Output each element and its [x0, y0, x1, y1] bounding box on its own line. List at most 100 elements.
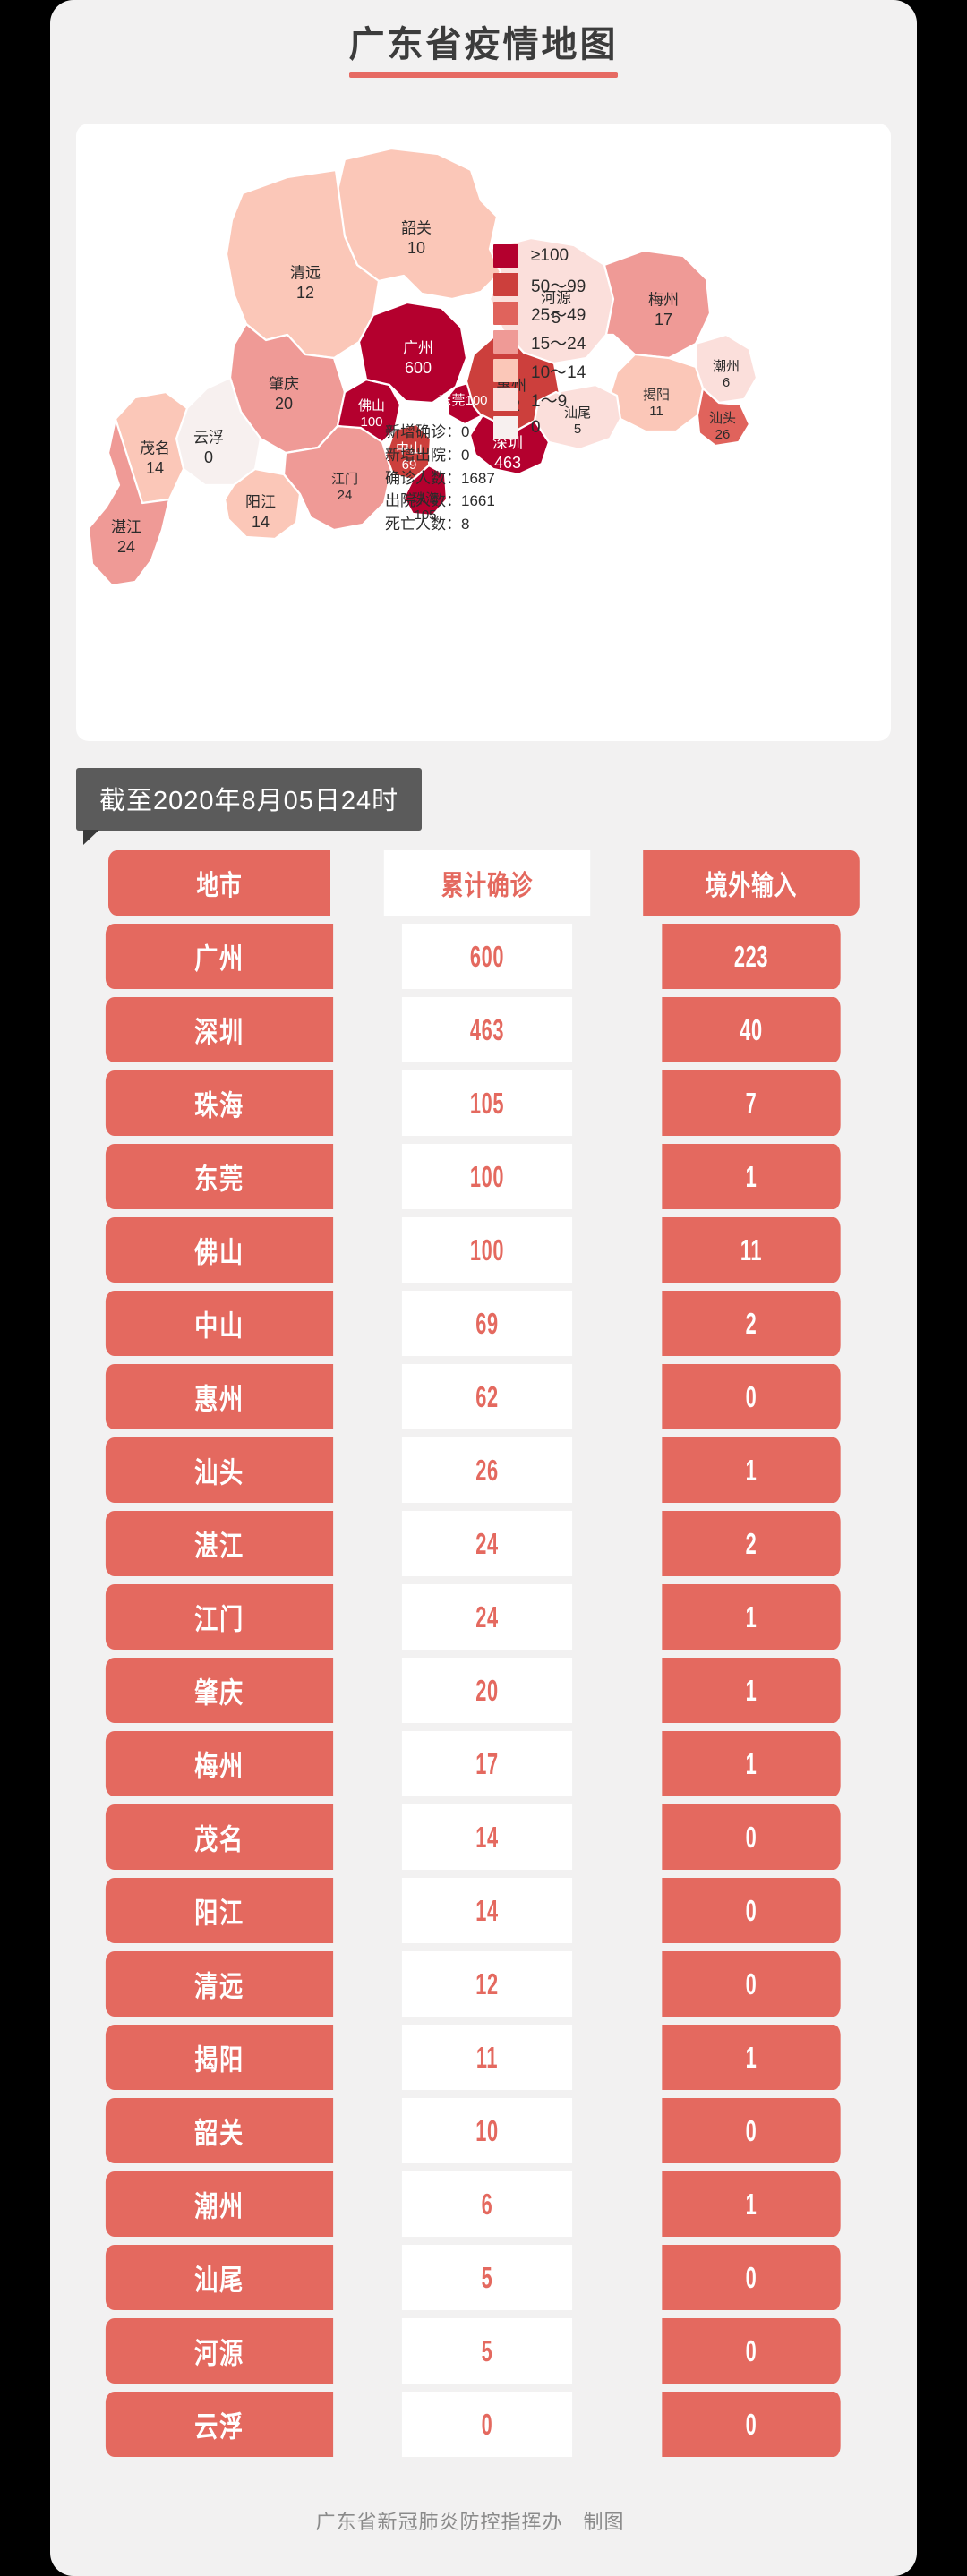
- legend-row: 0: [493, 414, 586, 442]
- cell-imported: 1: [662, 1437, 841, 1503]
- cell-city: 中山: [105, 1291, 334, 1356]
- cell-city: 汕尾: [105, 2245, 334, 2310]
- cell-confirmed: 26: [401, 1437, 573, 1503]
- cell-confirmed: 463: [401, 997, 573, 1062]
- map-region-label: 汕头: [709, 411, 736, 426]
- map-region-label: 清远: [290, 264, 321, 281]
- map-region[interactable]: [468, 414, 551, 476]
- legend-label: 0: [531, 418, 541, 437]
- map-region[interactable]: [223, 467, 302, 541]
- legend-label: ≥100: [531, 246, 569, 265]
- cell-city: 阳江: [105, 1878, 334, 1943]
- legend-swatch: [493, 273, 518, 296]
- map-region[interactable]: [402, 464, 449, 517]
- map-region-value: 0: [204, 448, 213, 466]
- legend-label: 10～14: [531, 363, 586, 382]
- map-region[interactable]: [488, 236, 615, 365]
- cell-imported: 11: [662, 1217, 841, 1283]
- stat-new-confirmed: 新增确诊：0: [385, 423, 470, 440]
- map-region-label: 广州: [403, 339, 433, 356]
- table-row[interactable]: 广州 600 223: [81, 924, 886, 989]
- cell-confirmed: 11: [401, 2025, 573, 2090]
- map-region-label: 韶关: [401, 219, 432, 236]
- map-region[interactable]: [603, 249, 712, 360]
- date-banner: 截至2020年8月05日24时: [76, 768, 423, 845]
- cell-imported: 1: [662, 1584, 841, 1650]
- table-header-row: 地市 累计确诊 境外输入: [81, 850, 886, 916]
- map-card: 韶关 10 清远 12 河源 5 梅州 17 潮州 6 揭阳 11 汕头 26 汕尾 5 肇庆 20 云浮 0 茂名 14…: [76, 124, 891, 741]
- map-region-value: 26: [715, 427, 731, 442]
- cell-confirmed: 14: [401, 1878, 573, 1943]
- stat-total-discharged: 出院人数：1661: [385, 492, 495, 510]
- table-row[interactable]: 惠州 62 0: [81, 1364, 886, 1429]
- cell-confirmed: 100: [401, 1217, 573, 1283]
- table-row[interactable]: 汕尾 5 0: [81, 2245, 886, 2310]
- map-region-value: 20: [275, 395, 293, 413]
- map-region-value: 105: [414, 508, 436, 523]
- legend-swatch: [493, 416, 518, 439]
- cell-city: 河源: [105, 2318, 334, 2384]
- cell-city: 东莞: [105, 1144, 334, 1209]
- cell-city: 肇庆: [105, 1658, 334, 1723]
- table-row[interactable]: 佛山 100 11: [81, 1217, 886, 1283]
- map-region[interactable]: [608, 353, 705, 433]
- cell-confirmed: 62: [401, 1364, 573, 1429]
- map-region-value: 5: [574, 422, 581, 437]
- cell-city: 惠州: [105, 1364, 334, 1429]
- legend-label: 50～99: [531, 277, 586, 296]
- map-region-value: 14: [252, 513, 270, 531]
- cell-confirmed: 69: [401, 1291, 573, 1356]
- table-row[interactable]: 深圳 463 40: [81, 997, 886, 1062]
- map-region[interactable]: [87, 417, 171, 587]
- legend-label: 15～24: [531, 334, 586, 354]
- map-region-label: 东莞100: [438, 393, 487, 408]
- map-region-value: 11: [649, 404, 663, 419]
- cell-city: 茂名: [105, 1804, 334, 1870]
- table-row[interactable]: 中山 69 2: [81, 1291, 886, 1356]
- table-row[interactable]: 肇庆 20 1: [81, 1658, 886, 1723]
- legend-label: 25～49: [531, 305, 586, 325]
- cell-city: 汕头: [105, 1437, 334, 1503]
- table-row[interactable]: 韶关 10 0: [81, 2098, 886, 2163]
- table-row[interactable]: 云浮 0 0: [81, 2392, 886, 2457]
- cell-imported: 1: [662, 2171, 841, 2237]
- map-region-label: 佛山: [358, 398, 385, 414]
- table-row[interactable]: 清远 12 0: [81, 1951, 886, 2017]
- map-region-value: 10: [407, 239, 425, 257]
- map-region[interactable]: [175, 376, 262, 487]
- cell-confirmed: 105: [401, 1070, 573, 1136]
- cell-imported: 0: [662, 1364, 841, 1429]
- map-region-label: 云浮: [193, 429, 224, 446]
- page-title: 广东省疫情地图: [348, 25, 619, 64]
- table-row[interactable]: 湛江 24 2: [81, 1511, 886, 1576]
- legend-row: 10～14: [493, 356, 586, 385]
- map-region[interactable]: [696, 387, 751, 448]
- table-row[interactable]: 河源 5 0: [81, 2318, 886, 2384]
- cell-imported: 2: [662, 1511, 841, 1576]
- table-row[interactable]: 揭阳 11 1: [81, 2025, 886, 2090]
- map-region-value: 100: [360, 414, 382, 430]
- table-row[interactable]: 阳江 14 0: [81, 1878, 886, 1943]
- cell-confirmed: 6: [401, 2171, 573, 2237]
- table-row[interactable]: 潮州 6 1: [81, 2171, 886, 2237]
- cell-city: 广州: [105, 924, 334, 989]
- map-region[interactable]: [357, 301, 468, 405]
- table-row[interactable]: 东莞 100 1: [81, 1144, 886, 1209]
- cell-imported: 2: [662, 1291, 841, 1356]
- map-region[interactable]: [336, 378, 402, 444]
- map-region-value: 24: [117, 538, 135, 556]
- table-row[interactable]: 汕头 26 1: [81, 1437, 886, 1503]
- table-row[interactable]: 茂名 14 0: [81, 1804, 886, 1870]
- table-row[interactable]: 江门 24 1: [81, 1584, 886, 1650]
- map-region-value: 600: [405, 359, 432, 377]
- cell-imported: 0: [662, 1804, 841, 1870]
- map-region-label: 茂名: [140, 439, 170, 456]
- map-region-label: 揭阳: [643, 388, 670, 403]
- table-row[interactable]: 珠海 105 7: [81, 1070, 886, 1136]
- footer-credit: 广东省新冠肺炎防控指挥办 制图: [315, 2511, 625, 2533]
- cell-imported: 0: [662, 1878, 841, 1943]
- cell-confirmed: 24: [401, 1584, 573, 1650]
- table-row[interactable]: 梅州 17 1: [81, 1731, 886, 1796]
- cell-confirmed: 100: [401, 1144, 573, 1209]
